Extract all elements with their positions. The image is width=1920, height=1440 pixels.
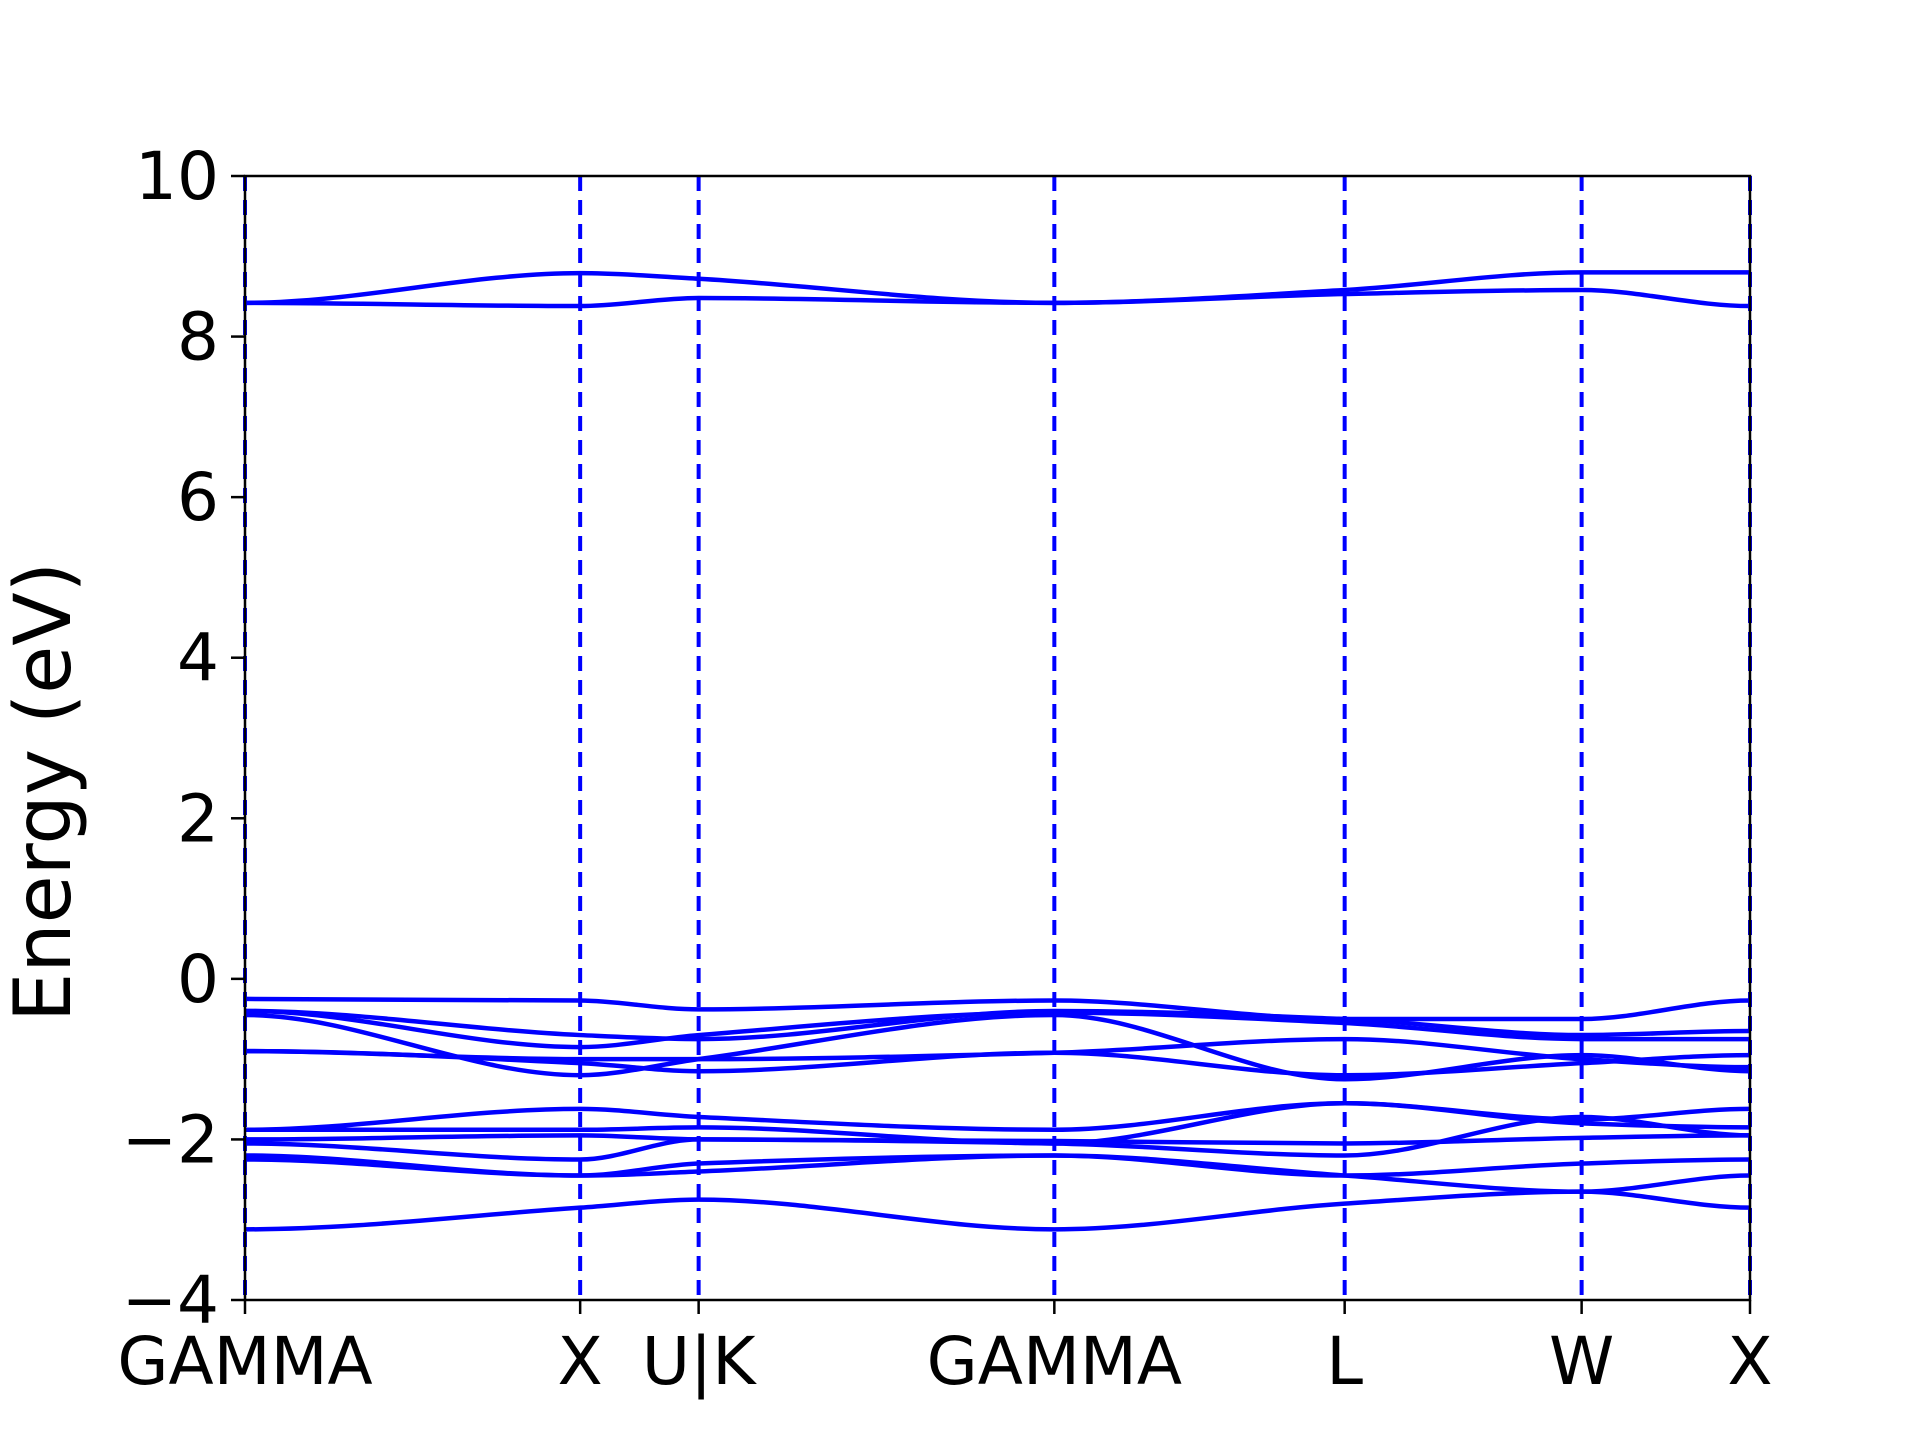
band-line-1 <box>244 287 1751 309</box>
band-line-10 <box>244 1133 1751 1146</box>
band-line-7 <box>244 1036 1751 1070</box>
x-tick-label-1: X <box>558 1323 603 1400</box>
y-tick-label-5: 6 <box>177 459 219 536</box>
y-tick-label-0: −4 <box>122 1262 219 1339</box>
x-tick-label-4: L <box>1326 1323 1363 1400</box>
band-line-14 <box>244 1189 1751 1232</box>
x-tick-label-5: W <box>1549 1323 1614 1400</box>
band-line-5 <box>244 1012 1751 1082</box>
y-tick-label-4: 4 <box>177 620 219 697</box>
y-axis-label: Energy (eV) <box>0 562 89 1022</box>
y-tick-label-1: −2 <box>122 1101 219 1178</box>
x-tick-label-2: U|K <box>642 1323 758 1400</box>
x-tick-label-0: GAMMA <box>117 1323 372 1400</box>
y-axis-ticks: −4 −2 0 2 4 6 8 10 <box>122 138 245 1339</box>
band-line-11 <box>244 1114 1751 1162</box>
plot-frame <box>243 174 1752 1302</box>
y-tick-label-3: 2 <box>177 780 219 857</box>
x-axis-ticks: GAMMA X U|K GAMMA L W X <box>117 1300 1773 1400</box>
y-tick-label-7: 10 <box>135 138 219 215</box>
y-tick-label-2: 0 <box>177 941 219 1018</box>
x-tick-label-6: X <box>1727 1323 1772 1400</box>
band-lines <box>244 270 1751 1232</box>
x-tick-label-3: GAMMA <box>927 1323 1182 1400</box>
y-tick-label-6: 8 <box>177 299 219 376</box>
band-line-2 <box>244 996 1751 1022</box>
band-line-4 <box>244 1008 1750 1050</box>
